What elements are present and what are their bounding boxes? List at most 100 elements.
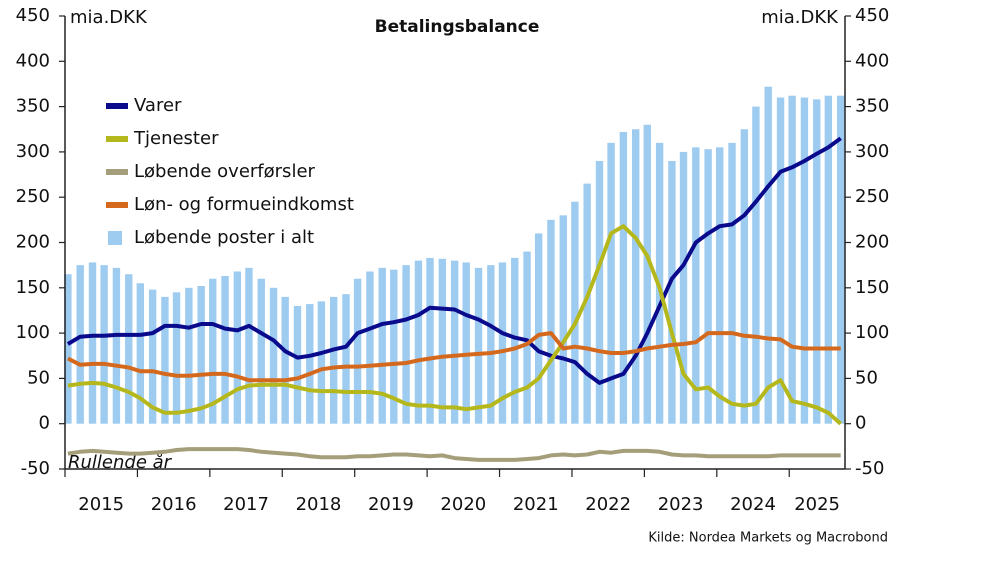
y2-tick-label: 250 — [855, 186, 889, 207]
x-tick-label: 2017 — [223, 494, 269, 515]
bar — [125, 274, 133, 424]
y2-tick-label: 200 — [855, 232, 889, 253]
bar — [679, 151, 688, 424]
line-series — [66, 136, 842, 385]
legend-label: Varer — [134, 95, 182, 116]
y2-tick-label: 350 — [855, 96, 889, 117]
bar — [233, 271, 242, 424]
bar — [317, 301, 326, 424]
bar — [487, 265, 495, 424]
x-tick-label: 2021 — [513, 494, 559, 515]
bar — [547, 219, 555, 424]
bar — [595, 160, 604, 424]
y-tick-label: 350 — [16, 96, 50, 117]
bar — [571, 201, 579, 424]
y-tick-label: 150 — [16, 277, 50, 298]
bar — [632, 129, 640, 424]
bar — [257, 278, 265, 424]
x-tick-label: 2018 — [296, 494, 342, 515]
bar — [378, 267, 386, 424]
bar — [813, 99, 821, 424]
y2-tick-label: 50 — [855, 367, 878, 388]
bar — [740, 129, 749, 424]
bar — [523, 251, 531, 424]
legend-label: Løn- og formueindkomst — [134, 194, 354, 215]
x-tick-label: 2016 — [151, 494, 197, 515]
bar — [788, 95, 796, 424]
x-tick-label: 2020 — [440, 494, 486, 515]
bar — [329, 296, 338, 424]
legend-label: Løbende poster i alt — [134, 227, 314, 248]
bar — [281, 296, 289, 424]
bar — [450, 260, 459, 424]
bar — [402, 265, 410, 424]
y-tick-label: 200 — [16, 232, 50, 253]
x-tick-label: 2019 — [368, 494, 414, 515]
legend-label: Tjenester — [133, 128, 219, 149]
bar — [559, 215, 567, 424]
bar — [426, 257, 434, 424]
bar — [88, 262, 97, 424]
bar — [414, 260, 423, 424]
x-tick-label: 2015 — [78, 494, 124, 515]
legend-label: Løbende overførsler — [134, 161, 316, 182]
y-tick-label: 450 — [16, 5, 50, 26]
bar — [764, 86, 772, 424]
bar — [221, 276, 229, 424]
y-tick-label: 300 — [16, 141, 50, 162]
bar — [197, 285, 205, 424]
bar — [824, 95, 833, 424]
bar — [607, 142, 615, 424]
bar — [306, 304, 314, 424]
bar — [462, 262, 470, 424]
bar — [692, 147, 700, 424]
y2-tick-label: 150 — [855, 277, 889, 298]
y2-tick-label: 400 — [855, 50, 889, 71]
bar — [148, 289, 157, 424]
bar — [342, 294, 350, 424]
bar — [161, 296, 169, 424]
y2-axis-label: mia.DKK — [761, 7, 839, 28]
bar — [534, 233, 543, 424]
legend-swatch — [108, 231, 122, 245]
y2-tick-label: -50 — [855, 458, 884, 479]
line-series — [67, 447, 841, 462]
y-tick-label: 50 — [27, 367, 50, 388]
bar — [800, 97, 809, 424]
bar — [293, 305, 302, 424]
bar — [136, 283, 145, 424]
x-tick-label: 2023 — [658, 494, 704, 515]
bar — [474, 267, 483, 424]
y-tick-label: 0 — [39, 413, 50, 434]
y2-tick-label: 100 — [855, 322, 889, 343]
bar — [76, 265, 84, 424]
bar — [353, 278, 362, 424]
bar — [172, 292, 181, 424]
y-tick-label: 400 — [16, 50, 50, 71]
bar — [366, 271, 374, 424]
bar — [269, 287, 278, 424]
y2-tick-label: 300 — [855, 141, 889, 162]
x-tick-label: 2025 — [794, 494, 840, 515]
annotation: Rullende år — [68, 452, 173, 473]
bar — [704, 149, 712, 424]
bar — [245, 267, 253, 424]
bar — [668, 160, 676, 424]
bar — [583, 183, 591, 424]
x-tick-label: 2024 — [730, 494, 776, 515]
bar — [112, 267, 121, 424]
bar — [643, 124, 651, 424]
source: Kilde: Nordea Markets og Macrobond — [648, 531, 888, 546]
bar — [390, 269, 398, 424]
bar — [438, 258, 447, 424]
y-tick-label: 100 — [16, 322, 50, 343]
bar — [836, 95, 845, 424]
bar — [716, 147, 724, 424]
y-axis-label: mia.DKK — [70, 7, 148, 28]
bar — [511, 257, 519, 424]
bar — [185, 287, 193, 424]
bar — [619, 131, 628, 424]
x-tick-label: 2022 — [585, 494, 631, 515]
bar — [752, 106, 760, 424]
